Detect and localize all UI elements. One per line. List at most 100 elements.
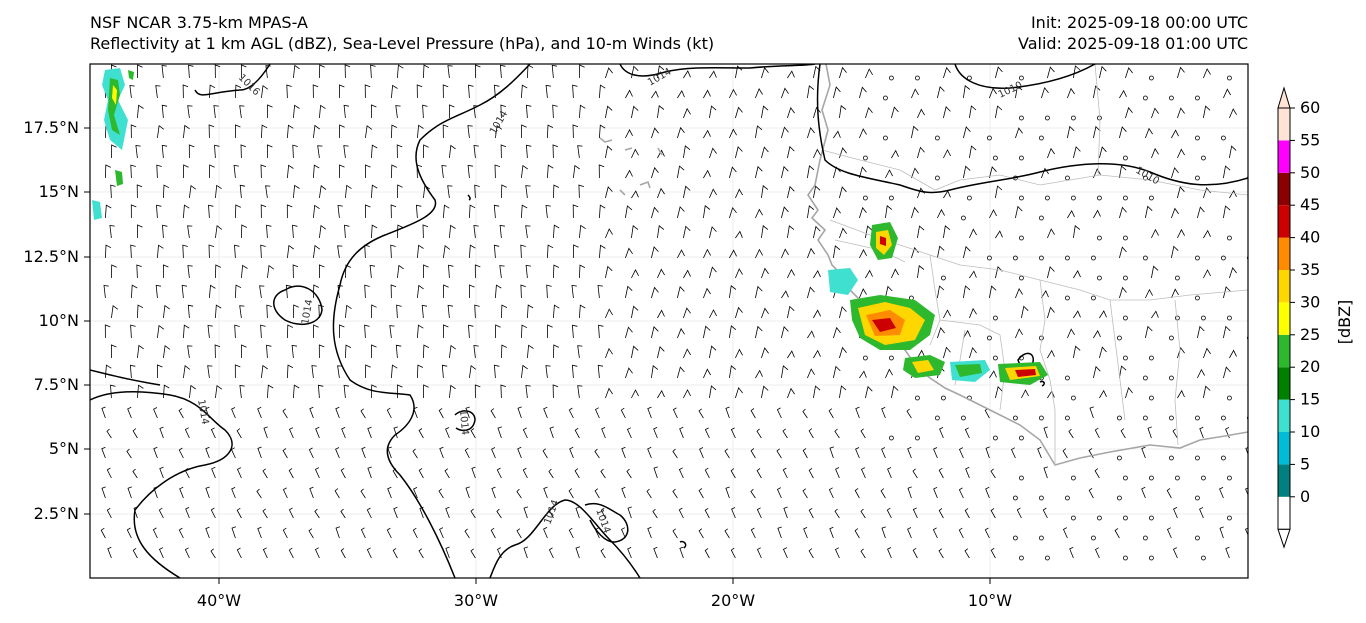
wind-barb: [239, 385, 245, 399]
calm-wind-marker: [1097, 275, 1102, 281]
calm-wind-marker: [1227, 515, 1232, 521]
wind-barb: [886, 507, 892, 519]
wind-barb: [917, 108, 925, 119]
wind-barb: [161, 144, 168, 159]
wind-barb: [1073, 310, 1081, 319]
wind-barb: [787, 107, 795, 119]
wind-barb: [257, 446, 262, 459]
wind-barb: [361, 446, 366, 459]
wind-barb: [442, 124, 449, 139]
wind-barb: [776, 407, 782, 419]
wind-barb: [574, 468, 580, 479]
wind-barb: [683, 307, 691, 319]
wind-barb: [1151, 147, 1159, 159]
wind-barb: [292, 224, 298, 239]
wind-barb: [679, 546, 684, 559]
lon-tick-label: 40°W: [197, 591, 241, 610]
wind-barb: [1119, 89, 1127, 99]
wind-barb: [129, 364, 136, 379]
calm-wind-marker: [1201, 155, 1206, 161]
wind-barb: [416, 84, 423, 99]
wind-barb: [214, 144, 220, 159]
wind-barb: [155, 284, 162, 299]
wind-barb: [417, 244, 424, 259]
wind-barb: [621, 446, 626, 459]
wind-barb: [781, 87, 789, 99]
wind-barb: [386, 407, 392, 419]
wind-barb: [516, 528, 522, 539]
wind-barb: [735, 65, 743, 79]
wind-barb: [781, 126, 789, 139]
wind-barb: [445, 506, 450, 519]
wind-barb: [464, 447, 470, 459]
wind-barb: [698, 408, 704, 419]
wind-barb: [631, 305, 639, 319]
wind-barb: [132, 428, 138, 439]
colorbar-min-extend: [1277, 528, 1291, 549]
wind-barb: [990, 547, 996, 559]
wind-barb: [677, 249, 685, 259]
wind-barb: [833, 245, 841, 259]
wind-barb: [1015, 127, 1023, 139]
wind-barb: [423, 64, 430, 79]
wind-barb: [834, 547, 840, 559]
wind-barb: [958, 527, 964, 539]
calm-wind-marker: [1149, 475, 1154, 481]
wind-barb: [579, 64, 585, 79]
wind-barb: [423, 264, 429, 279]
calm-wind-marker: [1169, 335, 1174, 341]
calm-wind-marker: [1169, 375, 1174, 381]
wind-barb: [1171, 288, 1179, 299]
wind-barb: [729, 249, 737, 259]
calm-wind-marker: [915, 395, 920, 401]
wind-barb: [653, 427, 658, 439]
wind-barb: [438, 488, 444, 499]
wind-barb: [625, 285, 633, 299]
wind-barb: [188, 144, 195, 159]
wind-barb: [312, 84, 319, 99]
wind-barb: [183, 364, 191, 379]
wind-barb: [625, 129, 633, 139]
wind-barb: [345, 264, 352, 279]
wind-barb: [525, 104, 532, 119]
wind-barb: [521, 84, 528, 99]
wind-barb: [337, 245, 343, 259]
wind-barb: [625, 89, 633, 99]
calm-wind-marker: [987, 255, 992, 261]
wind-barb: [210, 507, 216, 519]
calm-wind-marker: [1253, 76, 1257, 80]
wind-barb: [490, 408, 496, 419]
wind-barb: [439, 527, 444, 539]
wind-barb: [1249, 207, 1256, 218]
colorbar-tick-label: 5: [1300, 454, 1310, 473]
calm-wind-marker: [935, 175, 940, 181]
contour-label: 1014: [542, 498, 561, 526]
wind-barb: [548, 547, 554, 559]
wind-barb: [495, 324, 501, 339]
wind-barb: [627, 506, 632, 519]
wind-barb: [345, 184, 352, 199]
wind-barb: [1145, 127, 1153, 139]
wind-barb: [549, 426, 554, 439]
wind-barb: [469, 284, 475, 299]
calm-wind-marker: [1065, 375, 1070, 381]
wind-barb: [475, 64, 481, 78]
wind-barb: [259, 285, 265, 299]
wind-barb: [111, 344, 117, 358]
wind-barb: [776, 448, 782, 459]
wind-barb: [729, 365, 737, 379]
wind-barb: [1223, 286, 1231, 299]
calm-wind-marker: [1071, 115, 1076, 121]
wind-barb: [860, 508, 866, 519]
wind-barb: [157, 364, 163, 378]
wind-barb: [126, 448, 132, 459]
wind-barb: [1145, 205, 1153, 219]
wind-barb: [917, 349, 925, 359]
wind-barb: [418, 428, 424, 439]
wind-barb: [187, 265, 193, 279]
calm-wind-marker: [1149, 395, 1154, 401]
calm-wind-marker: [1013, 415, 1018, 421]
wind-barb: [393, 506, 398, 519]
wind-barb: [933, 487, 938, 499]
wind-barb: [132, 468, 138, 479]
